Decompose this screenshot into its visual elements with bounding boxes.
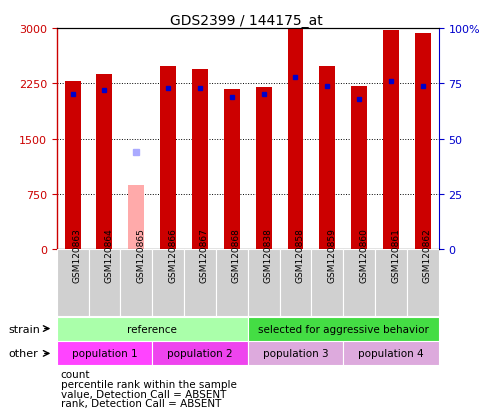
Text: value, Detection Call = ABSENT: value, Detection Call = ABSENT — [61, 389, 226, 399]
Bar — [319, 66, 335, 250]
Text: GSM120866: GSM120866 — [168, 228, 177, 282]
Bar — [375, 250, 407, 316]
Bar — [160, 67, 176, 250]
Bar — [128, 186, 144, 250]
Bar — [184, 250, 216, 316]
Bar — [343, 342, 439, 366]
Bar — [97, 75, 112, 250]
Bar — [247, 342, 343, 366]
Text: selected for aggressive behavior: selected for aggressive behavior — [258, 324, 429, 334]
Bar — [407, 250, 439, 316]
Bar — [57, 250, 89, 316]
Text: population 4: population 4 — [358, 349, 424, 358]
Bar — [383, 31, 399, 250]
Text: GSM120862: GSM120862 — [423, 228, 432, 282]
Text: reference: reference — [127, 324, 177, 334]
Bar — [57, 342, 152, 366]
Text: GSM120865: GSM120865 — [136, 228, 145, 282]
Bar — [280, 250, 312, 316]
Text: GSM120864: GSM120864 — [105, 228, 113, 282]
Bar — [120, 250, 152, 316]
Bar — [192, 69, 208, 250]
Text: GSM120860: GSM120860 — [359, 228, 368, 282]
Text: population 1: population 1 — [71, 349, 137, 358]
Bar — [351, 86, 367, 250]
Text: rank, Detection Call = ABSENT: rank, Detection Call = ABSENT — [61, 399, 221, 408]
Bar — [216, 250, 247, 316]
Bar — [312, 250, 343, 316]
Bar — [256, 88, 272, 250]
Bar — [65, 82, 80, 250]
Text: GDS2399 / 144175_at: GDS2399 / 144175_at — [170, 14, 323, 28]
Text: GSM120858: GSM120858 — [295, 228, 305, 282]
Bar — [89, 250, 120, 316]
Text: count: count — [61, 369, 90, 379]
Text: population 2: population 2 — [167, 349, 233, 358]
Text: percentile rank within the sample: percentile rank within the sample — [61, 379, 237, 389]
Text: GSM120863: GSM120863 — [72, 228, 82, 282]
Bar — [415, 34, 431, 250]
Text: population 3: population 3 — [263, 349, 328, 358]
Text: GSM120861: GSM120861 — [391, 228, 400, 282]
Text: GSM120868: GSM120868 — [232, 228, 241, 282]
Text: GSM120867: GSM120867 — [200, 228, 209, 282]
Text: GSM120859: GSM120859 — [327, 228, 336, 282]
Bar — [247, 317, 439, 341]
Text: strain: strain — [9, 324, 41, 334]
Bar — [224, 90, 240, 250]
Bar — [343, 250, 375, 316]
Bar — [152, 250, 184, 316]
Text: other: other — [9, 349, 38, 358]
Bar — [57, 317, 247, 341]
Bar — [247, 250, 280, 316]
Bar — [152, 342, 247, 366]
Bar — [287, 28, 304, 250]
Text: GSM120838: GSM120838 — [264, 228, 273, 282]
